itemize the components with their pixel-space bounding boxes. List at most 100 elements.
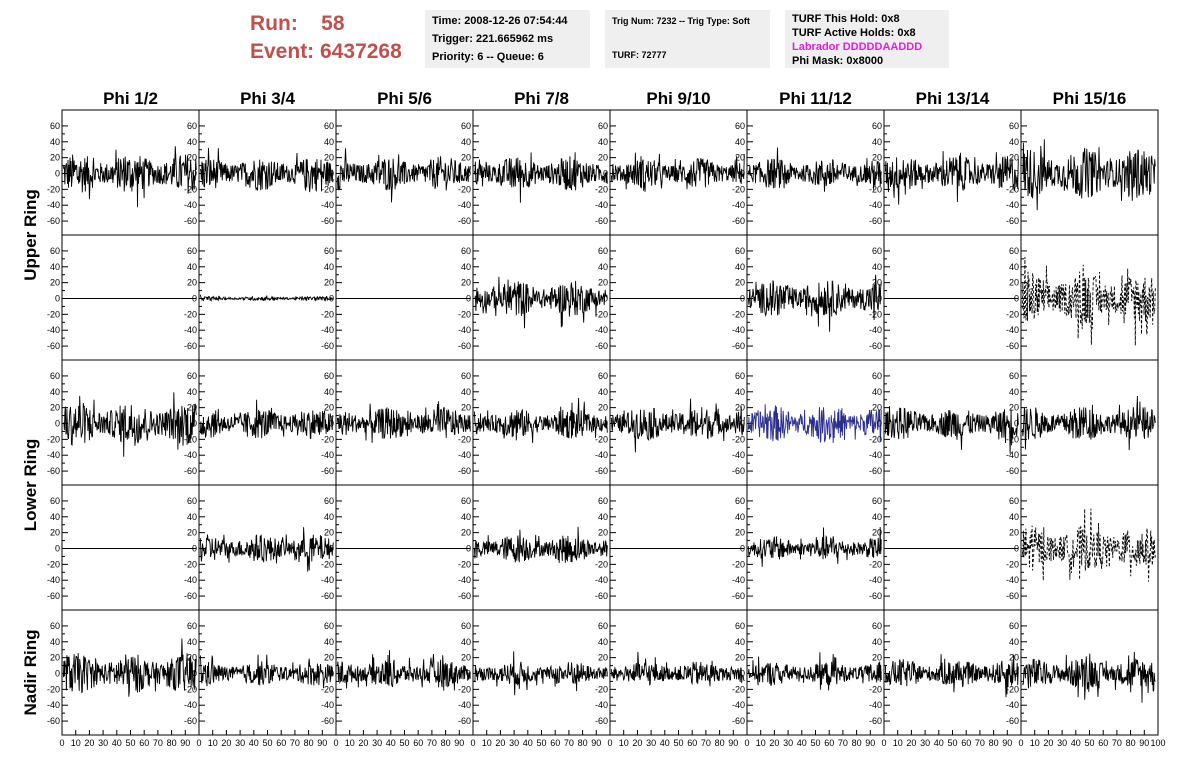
y-tick-label: -40 — [458, 575, 471, 585]
y-tick-label: 20 — [50, 153, 60, 163]
y-tick-label: -20 — [321, 434, 334, 444]
y-tick-label: 40 — [324, 512, 334, 522]
x-tick-label: 30 — [783, 738, 793, 748]
y-tick-label: -20 — [1006, 309, 1019, 319]
x-tick-label: 0 — [470, 738, 475, 748]
x-tick-label: 100 — [1150, 738, 1165, 748]
y-tick-label: -60 — [869, 591, 882, 601]
y-tick-label: 20 — [50, 403, 60, 413]
y-tick-label: 60 — [187, 371, 197, 381]
panel-frame — [609, 234, 748, 361]
y-tick-label: 40 — [324, 262, 334, 272]
y-tick-label: -20 — [595, 309, 608, 319]
run-event-info: Run: 58 Event: 6437268 — [250, 10, 402, 66]
y-tick-label: -40 — [869, 200, 882, 210]
y-tick-label: 20 — [461, 403, 471, 413]
y-tick-label: 20 — [324, 153, 334, 163]
waveform-trace-r4-c2 — [199, 527, 334, 572]
y-tick-label: 60 — [598, 496, 608, 506]
y-tick-label: -40 — [1006, 200, 1019, 210]
y-tick-label: -40 — [184, 450, 197, 460]
x-tick-label: 70 — [701, 738, 711, 748]
x-tick-label: 90 — [454, 738, 464, 748]
column-title-1: Phi 1/2 — [103, 89, 158, 108]
y-tick-label: 20 — [872, 653, 882, 663]
y-tick-label: -60 — [1006, 716, 1019, 726]
y-tick-label: 0 — [1014, 169, 1019, 179]
y-tick-label: 60 — [50, 621, 60, 631]
y-tick-label: 60 — [461, 121, 471, 131]
y-tick-label: 20 — [187, 153, 197, 163]
waveform-trace-r2-c8 — [1021, 256, 1156, 346]
y-tick-label: -40 — [869, 450, 882, 460]
x-tick-label: 20 — [221, 738, 231, 748]
y-tick-label: -20 — [458, 434, 471, 444]
x-tick-label: 10 — [1030, 738, 1040, 748]
y-tick-label: -40 — [321, 450, 334, 460]
y-tick-label: -40 — [47, 325, 60, 335]
x-tick-label: 40 — [249, 738, 259, 748]
waveform-trace-r4-c4 — [473, 526, 608, 563]
column-title-6: Phi 11/12 — [779, 89, 852, 108]
y-tick-label: 20 — [598, 403, 608, 413]
y-tick-label: 40 — [598, 387, 608, 397]
y-tick-label: 20 — [1009, 403, 1019, 413]
y-tick-label: 60 — [735, 496, 745, 506]
y-tick-label: -20 — [47, 684, 60, 694]
y-tick-label: -60 — [321, 716, 334, 726]
y-tick-label: -40 — [732, 700, 745, 710]
x-tick-label: 0 — [196, 738, 201, 748]
y-tick-label: -60 — [1006, 341, 1019, 351]
y-tick-label: 60 — [461, 246, 471, 256]
y-tick-label: 40 — [1009, 387, 1019, 397]
y-tick-label: -60 — [321, 216, 334, 226]
x-tick-label: 60 — [1098, 738, 1108, 748]
x-tick-label: 80 — [304, 738, 314, 748]
y-tick-label: 20 — [1009, 653, 1019, 663]
waveform-trace-r5-c6 — [747, 652, 882, 691]
y-tick-label: 20 — [735, 153, 745, 163]
x-tick-label: 60 — [550, 738, 560, 748]
x-tick-label: 50 — [673, 738, 683, 748]
y-tick-label: -20 — [732, 434, 745, 444]
y-tick-label: 60 — [872, 246, 882, 256]
y-tick-label: 0 — [740, 294, 745, 304]
waveform-trace-r2-c4 — [474, 276, 608, 329]
y-tick-label: 0 — [603, 669, 608, 679]
y-tick-label: 20 — [735, 653, 745, 663]
y-tick-label: 0 — [192, 544, 197, 554]
y-tick-label: 0 — [740, 169, 745, 179]
y-tick-label: -60 — [458, 466, 471, 476]
x-tick-label: 30 — [509, 738, 519, 748]
x-tick-label: 20 — [495, 738, 505, 748]
y-tick-label: 40 — [461, 387, 471, 397]
y-tick-label: 0 — [329, 294, 334, 304]
y-tick-label: 0 — [329, 169, 334, 179]
y-tick-label: -20 — [184, 309, 197, 319]
turf-info-box: TURF This Hold: 0x8 TURF Active Holds: 0… — [785, 10, 949, 68]
y-tick-label: -20 — [1006, 434, 1019, 444]
y-tick-label: 0 — [55, 419, 60, 429]
column-title-5: Phi 9/10 — [646, 89, 710, 108]
panel-frame — [883, 484, 1022, 611]
y-tick-label: 0 — [740, 544, 745, 554]
y-tick-label: 20 — [598, 278, 608, 288]
y-tick-label: 20 — [461, 528, 471, 538]
y-tick-label: -40 — [47, 450, 60, 460]
y-tick-label: -60 — [47, 716, 60, 726]
x-tick-label: 30 — [235, 738, 245, 748]
y-tick-label: -60 — [458, 716, 471, 726]
waveform-trace-r1-c7 — [884, 151, 1019, 205]
x-tick-label: 90 — [865, 738, 875, 748]
y-tick-label: -20 — [869, 184, 882, 194]
y-tick-label: -20 — [321, 684, 334, 694]
x-tick-label: 50 — [536, 738, 546, 748]
waveform-trace-r1-c6 — [747, 147, 882, 192]
y-tick-label: -40 — [321, 200, 334, 210]
y-tick-label: 40 — [598, 637, 608, 647]
y-tick-label: 40 — [1009, 637, 1019, 647]
waveform-trace-r3-c6 — [747, 404, 882, 444]
y-tick-label: -20 — [47, 184, 60, 194]
y-tick-label: 40 — [50, 512, 60, 522]
waveform-trace-r3-c1 — [63, 392, 197, 457]
